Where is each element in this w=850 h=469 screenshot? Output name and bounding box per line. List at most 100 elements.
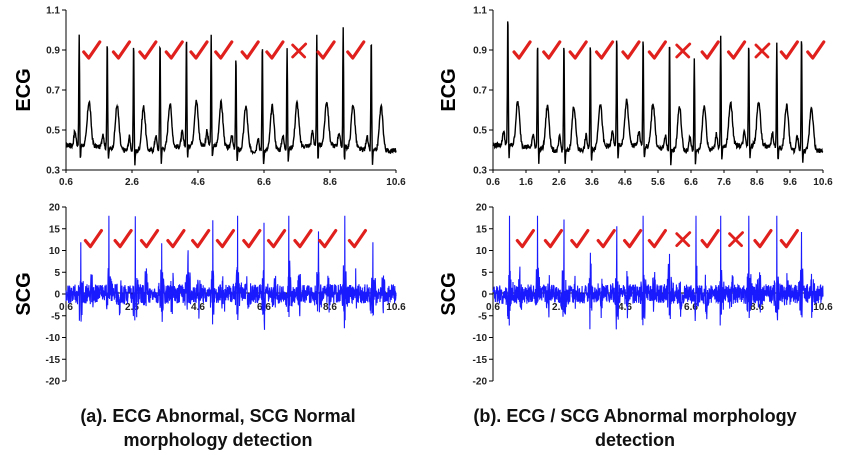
x-tick-label: 0.6 [59, 177, 73, 188]
y-tick-label: 0.5 [46, 126, 60, 137]
x-tick-label: 9.6 [783, 177, 797, 188]
cross-mark [675, 231, 692, 248]
check-mark [240, 40, 260, 60]
cross-mark [754, 42, 771, 59]
x-tick-label: 2.6 [125, 177, 139, 188]
x-tick-label: 6.6 [684, 177, 698, 188]
scg-series-line [492, 215, 824, 330]
check-mark [570, 229, 590, 249]
y-tick-label: 20 [476, 203, 488, 214]
x-tick-label: 10.6 [386, 302, 406, 313]
check-mark [806, 40, 826, 60]
x-tick-label: 8.6 [323, 302, 337, 313]
check-mark [515, 229, 535, 249]
x-tick-label: 5.6 [651, 177, 665, 188]
y-tick-label: -5 [51, 311, 60, 322]
check-mark [543, 229, 563, 249]
x-tick-label: 4.6 [618, 177, 632, 188]
panel-b-ecg-chart: 0.3 0.5 0.7 0.9 1.1 ECG 0.6 1.6 2.6 3.6 4.6 5.6 6.6 7… [438, 6, 833, 189]
panel-b-caption-line2: detection [594, 430, 675, 450]
y-tick-label: -15 [46, 355, 61, 366]
panel-b-caption: (b). ECG / SCG Abnormal morphology detec… [425, 404, 845, 452]
x-tick-label: 4.6 [618, 302, 632, 313]
x-tick-label: 0.6 [486, 177, 500, 188]
x-tick-label: 8.6 [750, 177, 764, 188]
y-tick-label: 20 [49, 203, 61, 214]
x-tick-label: 3.6 [585, 177, 599, 188]
ecg-series-line [65, 27, 397, 166]
check-mark [647, 229, 667, 249]
y-tick-label: 5 [54, 268, 60, 279]
check-mark [191, 229, 211, 249]
x-tick-label: 10.6 [386, 177, 406, 188]
y-tick-label: 10 [49, 246, 61, 257]
x-tick-label: 2.6 [125, 302, 139, 313]
y-tick-label: 0.9 [46, 46, 60, 57]
check-mark [139, 229, 160, 249]
check-mark [111, 40, 132, 60]
check-mark [512, 40, 532, 60]
y-tick-label: 0.3 [46, 166, 60, 177]
check-mark [113, 229, 133, 249]
y-tick-label: 5 [481, 268, 487, 279]
y-tick-label: 0.5 [473, 126, 487, 137]
ecg-series-line [492, 21, 824, 166]
cross-stroke [728, 231, 744, 248]
check-mark [779, 40, 799, 60]
y-tick-label: 1.1 [473, 6, 487, 17]
check-mark [266, 229, 287, 249]
y-tick-label: 0.9 [473, 46, 487, 57]
y-tick-label: 0.3 [473, 166, 487, 177]
check-mark [215, 229, 235, 249]
check-mark [623, 229, 643, 249]
y-tick-label: -20 [473, 377, 488, 388]
cross-stroke [291, 42, 308, 59]
check-mark [138, 40, 158, 60]
check-mark [647, 40, 667, 60]
y-tick-label: -5 [478, 311, 487, 322]
x-tick-label: 0.6 [59, 302, 73, 313]
y-axis-label: SCG [13, 272, 35, 315]
check-mark [621, 40, 641, 60]
x-tick-label: 8.6 [323, 177, 337, 188]
check-mark [316, 40, 336, 60]
check-mark [189, 40, 209, 60]
x-tick-label: 10.6 [813, 302, 833, 313]
y-tick-label: -10 [46, 333, 61, 344]
check-mark [753, 229, 773, 249]
x-tick-label: 10.6 [813, 177, 833, 188]
y-tick-label: 0.7 [473, 86, 487, 97]
check-mark [166, 229, 186, 249]
check-mark [164, 40, 184, 60]
y-tick-label: 1.1 [46, 6, 60, 17]
check-mark [779, 229, 799, 249]
y-tick-label: 10 [476, 246, 488, 257]
y-axis-label: ECG [13, 68, 35, 111]
x-tick-label: 2.6 [552, 302, 566, 313]
panel-a-caption-line2: morphology detection [123, 430, 313, 450]
x-tick-label: 4.6 [191, 177, 205, 188]
check-mark [293, 229, 313, 249]
cross-mark [291, 42, 308, 59]
check-mark [594, 40, 615, 60]
y-tick-label: 0 [481, 290, 487, 301]
x-tick-label: 6.6 [257, 177, 271, 188]
check-mark [318, 229, 338, 249]
y-tick-label: 15 [476, 224, 488, 235]
cross-stroke [675, 42, 692, 59]
cross-stroke [754, 42, 771, 59]
scg-series-line [65, 215, 397, 330]
y-tick-label: 0.7 [46, 86, 60, 97]
cross-stroke [675, 231, 692, 248]
cross-mark [728, 231, 744, 248]
panel-a-ecg-chart: 0.3 0.5 0.7 0.9 1.1 ECG 0.6 2.6 4.6 6.6 8.6 10.6 [13, 6, 406, 189]
y-tick-label: 0 [54, 290, 60, 301]
y-tick-label: -10 [473, 333, 488, 344]
y-tick-label: 15 [49, 224, 61, 235]
check-mark [726, 40, 747, 60]
x-tick-label: 0.6 [486, 302, 500, 313]
y-axis-label: ECG [438, 68, 460, 111]
panel-a-caption-line1: (a). ECG Abnormal, SCG Normal [80, 406, 356, 426]
